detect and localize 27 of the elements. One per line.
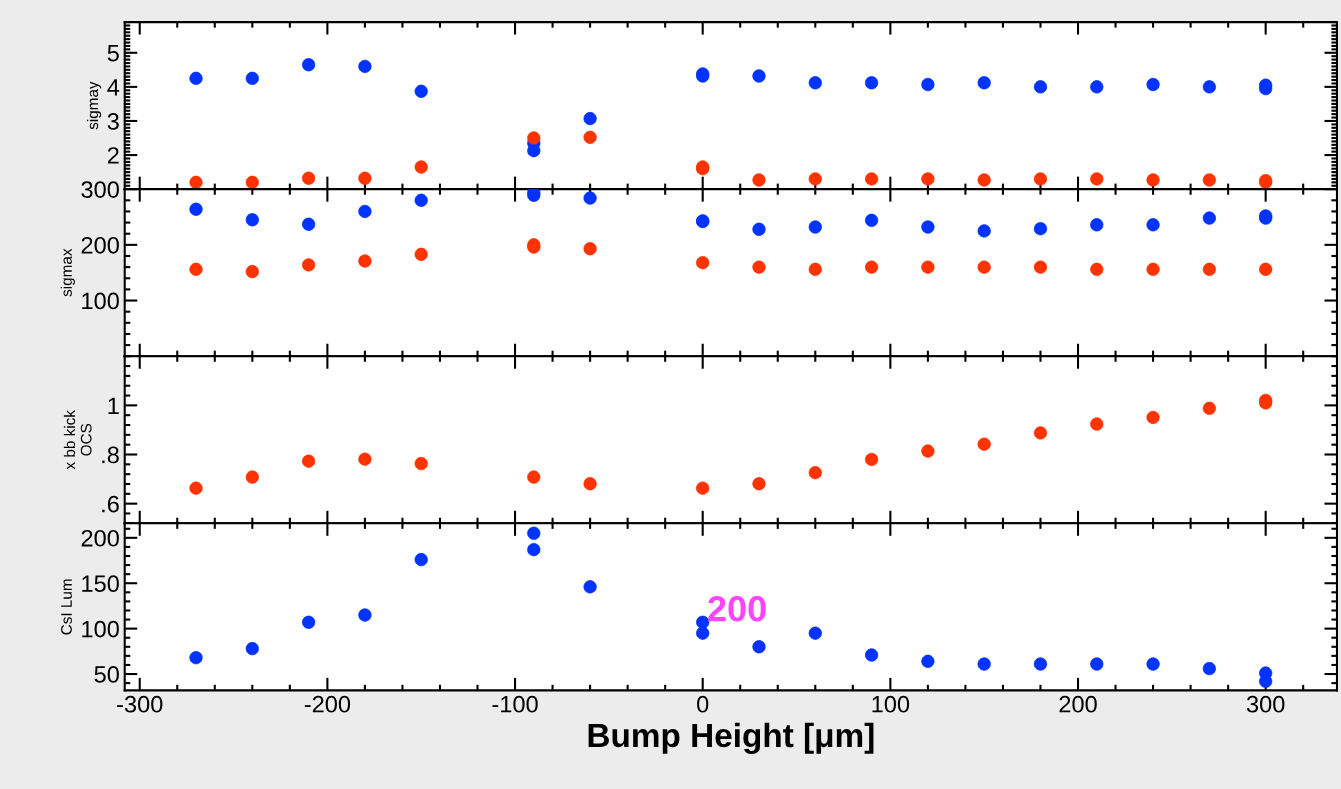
y-tick-label: 200 <box>81 236 119 254</box>
y-tick-label: 1 <box>108 397 119 414</box>
y-tick-label: 200 <box>81 529 119 547</box>
y-axis-title: x bb kick OCS <box>63 410 92 470</box>
x-tick-label: -100 <box>492 695 538 713</box>
y-axis-title: sigmay <box>86 81 102 130</box>
y-tick-label: 300 <box>81 181 119 198</box>
y-axis-title: sigmax <box>60 248 75 297</box>
y-tick-label: 50 <box>94 666 119 683</box>
x-axis-title: Bump Height [μm] <box>588 722 874 755</box>
y-tick-label: 3 <box>107 113 119 130</box>
y-axis-title: CsI Lum <box>61 579 72 635</box>
y-tick-label: 100 <box>82 620 119 638</box>
y-tick-label: .8 <box>102 446 119 464</box>
x-tick-label: 300 <box>1246 695 1285 713</box>
y-tick-label: 5 <box>107 45 119 62</box>
x-tick-label: -300 <box>117 695 163 713</box>
y-tick-label: 2 <box>107 147 119 164</box>
x-tick-label: 200 <box>1059 695 1097 713</box>
x-tick-label: 100 <box>872 695 910 713</box>
y-tick-label: 150 <box>82 575 119 593</box>
y-tick-label: .6 <box>102 495 119 513</box>
y-tick-label: 100 <box>82 292 119 310</box>
y-tick-label: 4 <box>107 79 120 96</box>
x-tick-label: 0 <box>697 695 709 713</box>
x-tick-label: -200 <box>304 695 351 713</box>
annotation: 200 <box>708 595 766 622</box>
